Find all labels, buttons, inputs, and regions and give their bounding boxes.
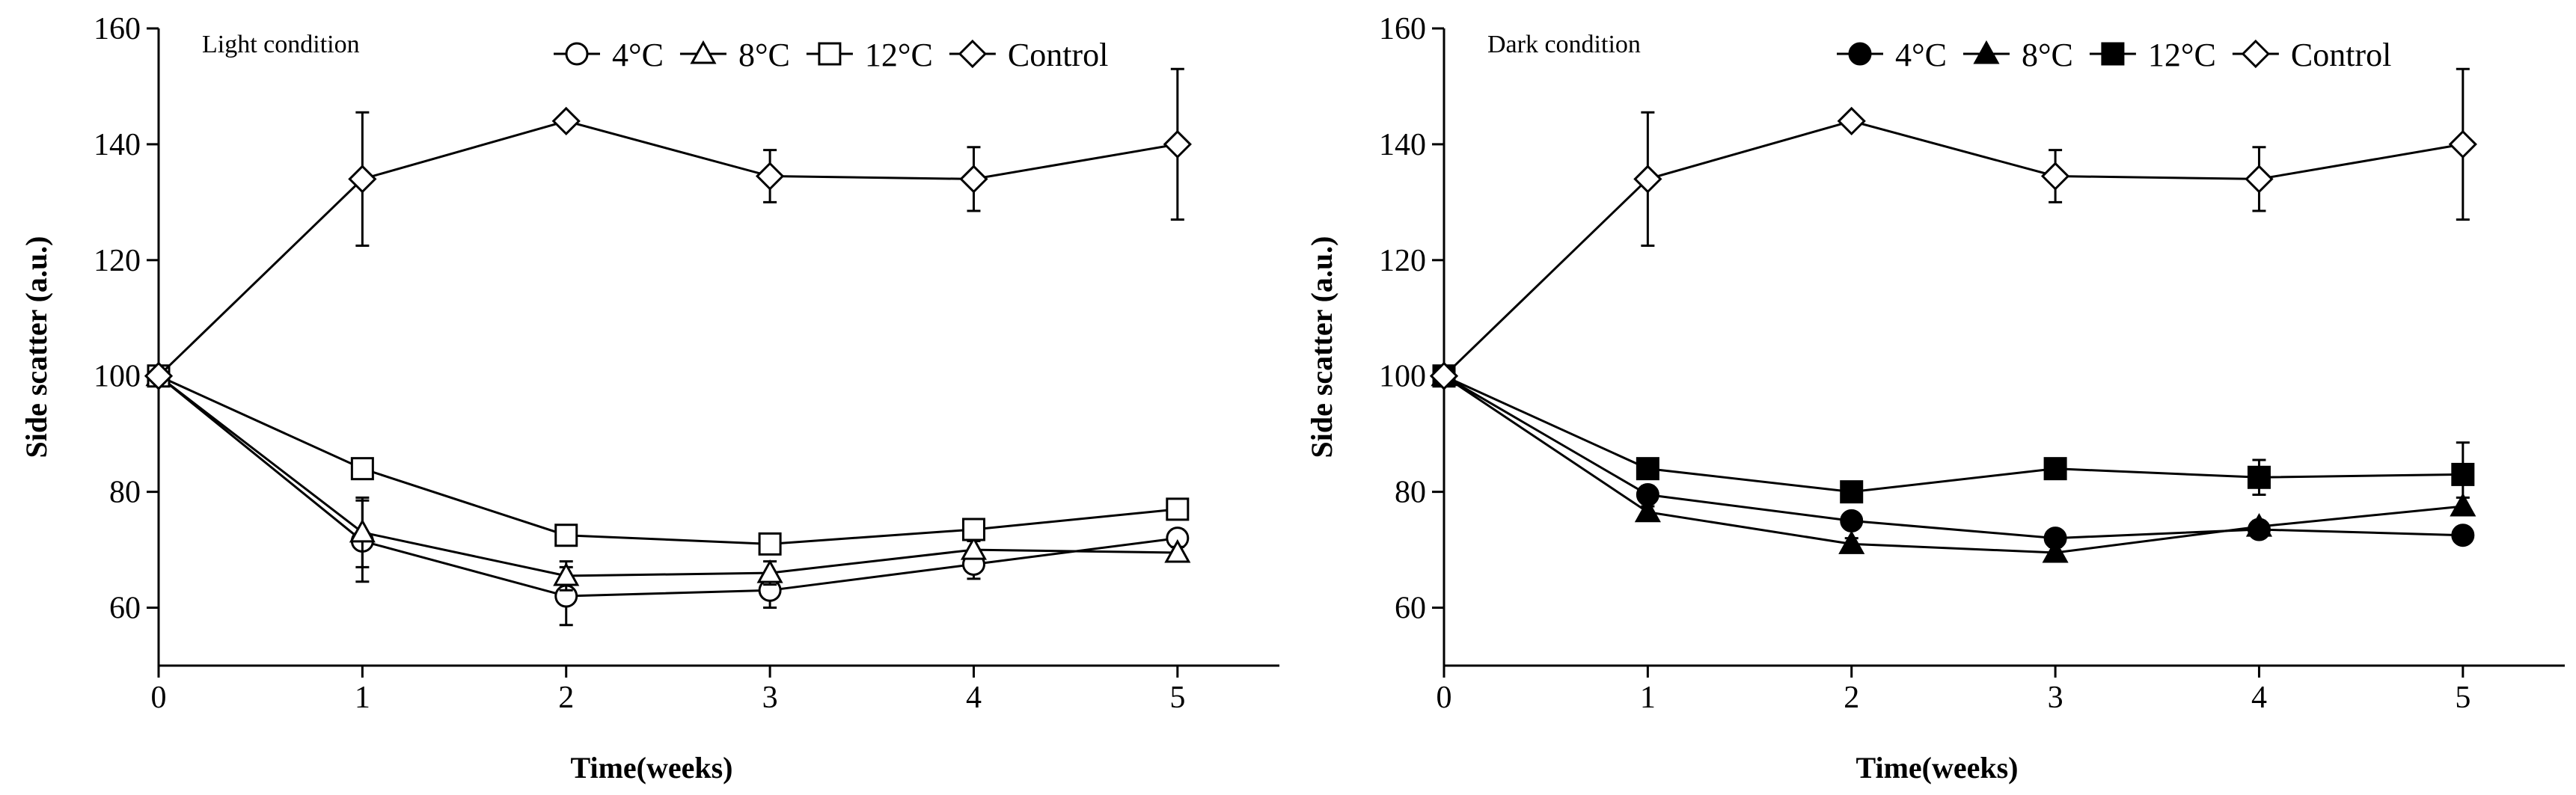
series-square xyxy=(1432,364,2475,508)
legend: 4°C 8°C 12°C Control xyxy=(554,37,1108,73)
y-tick-label: 80 xyxy=(1395,476,1426,510)
data-point xyxy=(144,361,174,390)
x-tick-label: 2 xyxy=(1844,681,1859,715)
x-tick-label: 3 xyxy=(2048,681,2063,715)
legend-label: Control xyxy=(2291,37,2391,73)
legend-label: 4°C xyxy=(612,37,664,73)
y-tick-label: 140 xyxy=(1379,128,1426,162)
x-tick-label: 5 xyxy=(1169,681,1185,715)
data-point xyxy=(2245,165,2274,194)
y-tick-label: 60 xyxy=(1395,592,1426,626)
legend: 4°C 8°C 12°C Control xyxy=(1837,37,2391,73)
legend-marker xyxy=(2101,42,2125,66)
y-tick-label: 120 xyxy=(94,244,141,278)
panel-label: Light condition xyxy=(202,31,360,58)
y-tick-label: 100 xyxy=(94,360,141,394)
y-tick-label: 160 xyxy=(1379,12,1426,46)
data-point xyxy=(2247,465,2271,489)
legend-label: 4°C xyxy=(1895,37,1947,73)
panel-label: Dark condition xyxy=(1487,31,1641,58)
y-tick-label: 100 xyxy=(1379,360,1426,394)
data-point xyxy=(551,106,581,136)
legend-marker xyxy=(565,42,589,66)
y-tick-label: 80 xyxy=(109,476,141,510)
x-tick-label: 4 xyxy=(2251,681,2267,715)
data-point xyxy=(348,165,377,194)
legend-marker xyxy=(1973,40,2000,64)
legend-marker xyxy=(690,40,717,64)
data-point xyxy=(960,536,988,560)
data-point xyxy=(2042,538,2069,563)
legend-marker xyxy=(2241,39,2270,69)
series-circle xyxy=(147,364,1190,627)
legend-label: 8°C xyxy=(738,37,790,73)
y-tick-label: 160 xyxy=(94,12,141,46)
series-line xyxy=(1443,375,2463,540)
series-diamond xyxy=(1429,67,2477,390)
data-point xyxy=(961,518,985,541)
series-line xyxy=(1443,375,2463,494)
data-point xyxy=(1429,361,1459,390)
x-tick-label: 4 xyxy=(966,681,982,715)
data-point xyxy=(1636,457,1659,481)
legend-label: Control xyxy=(1008,37,1108,73)
data-point xyxy=(349,518,376,543)
legend-label: 8°C xyxy=(2022,37,2073,73)
y-axis-title: Side scatter (a.u.) xyxy=(1305,236,1339,458)
legend-marker xyxy=(958,39,987,69)
data-point xyxy=(758,532,782,556)
legend-marker xyxy=(818,42,842,66)
series-line xyxy=(157,120,1178,377)
series-line xyxy=(158,375,1178,598)
chart-panel-1: 60 80 100 120 140 160 0 1 2 3 4 5 Time(weeks) Side sc… xyxy=(19,12,1279,785)
y-axis-title: Side scatter (a.u.) xyxy=(19,236,53,458)
series-diamond xyxy=(144,67,1192,390)
data-point xyxy=(1838,530,1865,554)
y-tick-label: 120 xyxy=(1379,244,1426,278)
data-point xyxy=(2448,129,2477,159)
data-point xyxy=(1840,509,1864,532)
data-point xyxy=(2451,524,2475,547)
legend-marker xyxy=(1848,42,1872,66)
data-point xyxy=(1840,480,1864,504)
series-line xyxy=(1443,375,2463,554)
series-square xyxy=(147,364,1190,556)
data-point xyxy=(553,562,580,586)
data-point xyxy=(756,559,783,583)
x-tick-label: 5 xyxy=(2455,681,2471,715)
x-tick-label: 1 xyxy=(1640,681,1656,715)
y-tick-label: 140 xyxy=(94,128,141,162)
data-point xyxy=(1164,538,1191,563)
data-point xyxy=(1837,106,1866,136)
data-point xyxy=(554,524,578,547)
data-point xyxy=(2043,457,2067,481)
data-point xyxy=(1163,129,1192,159)
series-line xyxy=(158,375,1178,545)
data-point xyxy=(755,162,785,191)
x-tick-label: 1 xyxy=(355,681,370,715)
data-point xyxy=(2245,513,2273,537)
data-point xyxy=(1166,497,1190,521)
x-tick-label: 2 xyxy=(558,681,574,715)
data-point xyxy=(959,165,988,194)
data-point xyxy=(2040,162,2070,191)
x-tick-label: 3 xyxy=(762,681,778,715)
series-line xyxy=(158,375,1178,577)
data-point xyxy=(1633,165,1662,194)
x-tick-label: 0 xyxy=(151,681,167,715)
y-tick-label: 60 xyxy=(109,592,141,626)
x-axis-title: Time(weeks) xyxy=(571,751,733,785)
data-point xyxy=(2451,462,2475,486)
legend-label: 12°C xyxy=(2148,37,2216,73)
chart-panel-2: 60 80 100 120 140 160 0 1 2 3 4 5 Time(weeks) Side sc… xyxy=(1305,12,2565,785)
x-tick-label: 0 xyxy=(1437,681,1452,715)
data-point xyxy=(1634,498,1661,523)
data-point xyxy=(350,457,374,481)
legend-label: 12°C xyxy=(865,37,933,73)
series-line xyxy=(1443,120,2464,377)
x-axis-title: Time(weeks) xyxy=(1856,751,2019,785)
